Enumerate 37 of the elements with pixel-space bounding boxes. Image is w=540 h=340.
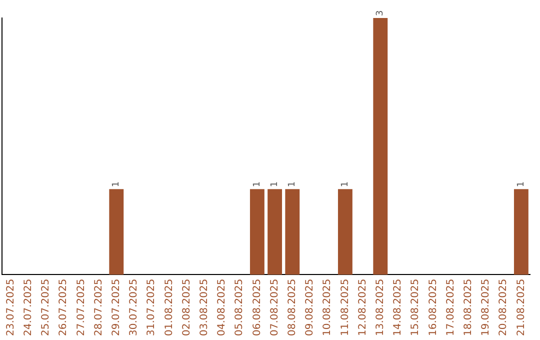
- x-tick-label: 23.07.2025: [5, 278, 16, 336]
- x-tick-label: 01.08.2025: [164, 278, 175, 336]
- x-tick-label: 27.07.2025: [76, 278, 87, 336]
- x-tick-label: 19.08.2025: [480, 278, 492, 336]
- x-tick-label: 25.07.2025: [40, 278, 52, 336]
- x-tick-label: 24.07.2025: [22, 278, 34, 336]
- x-tick-label: 11.08.2025: [340, 278, 351, 336]
- x-tick-label: 08.08.2025: [286, 278, 298, 336]
- x-tick-label: 15.08.2025: [410, 278, 422, 336]
- x-tick-label: 20.08.2025: [498, 278, 510, 336]
- x-tick-label: 29.07.2025: [110, 278, 122, 336]
- x-tick-label: 04.08.2025: [216, 278, 228, 336]
- x-tick-label: 06.08.2025: [252, 278, 263, 336]
- data-label: 1: [288, 181, 298, 188]
- data-label: 1: [340, 181, 351, 188]
- x-tick-label: 03.08.2025: [198, 278, 210, 336]
- x-tick-label: 21.08.2025: [516, 278, 527, 336]
- x-tick-label: 17.08.2025: [445, 278, 456, 336]
- x-tick-label: 26.07.2025: [58, 278, 70, 336]
- x-tick-label: 16.08.2025: [428, 278, 439, 336]
- x-tick-label: 02.08.2025: [181, 278, 192, 336]
- x-tick-label: 09.08.2025: [304, 278, 316, 336]
- x-tick-label: 30.07.2025: [128, 278, 140, 336]
- data-label: 3: [376, 10, 386, 16]
- x-tick-label: 13.08.2025: [374, 278, 386, 336]
- x-tick-label: 14.08.2025: [392, 278, 404, 336]
- x-tick-label: 28.07.2025: [93, 278, 104, 336]
- data-label: 1: [516, 181, 527, 188]
- x-tick-label: 07.08.2025: [269, 278, 280, 336]
- x-tick-label: 31.07.2025: [146, 278, 158, 336]
- x-tick-label: 10.08.2025: [322, 278, 334, 336]
- data-label: 1: [270, 181, 280, 188]
- x-tick-label: 12.08.2025: [357, 278, 368, 336]
- x-tick-label: 05.08.2025: [234, 278, 246, 336]
- data-label: 1: [112, 181, 122, 188]
- data-label: 1: [252, 181, 263, 188]
- x-tick-label: 18.08.2025: [462, 278, 474, 336]
